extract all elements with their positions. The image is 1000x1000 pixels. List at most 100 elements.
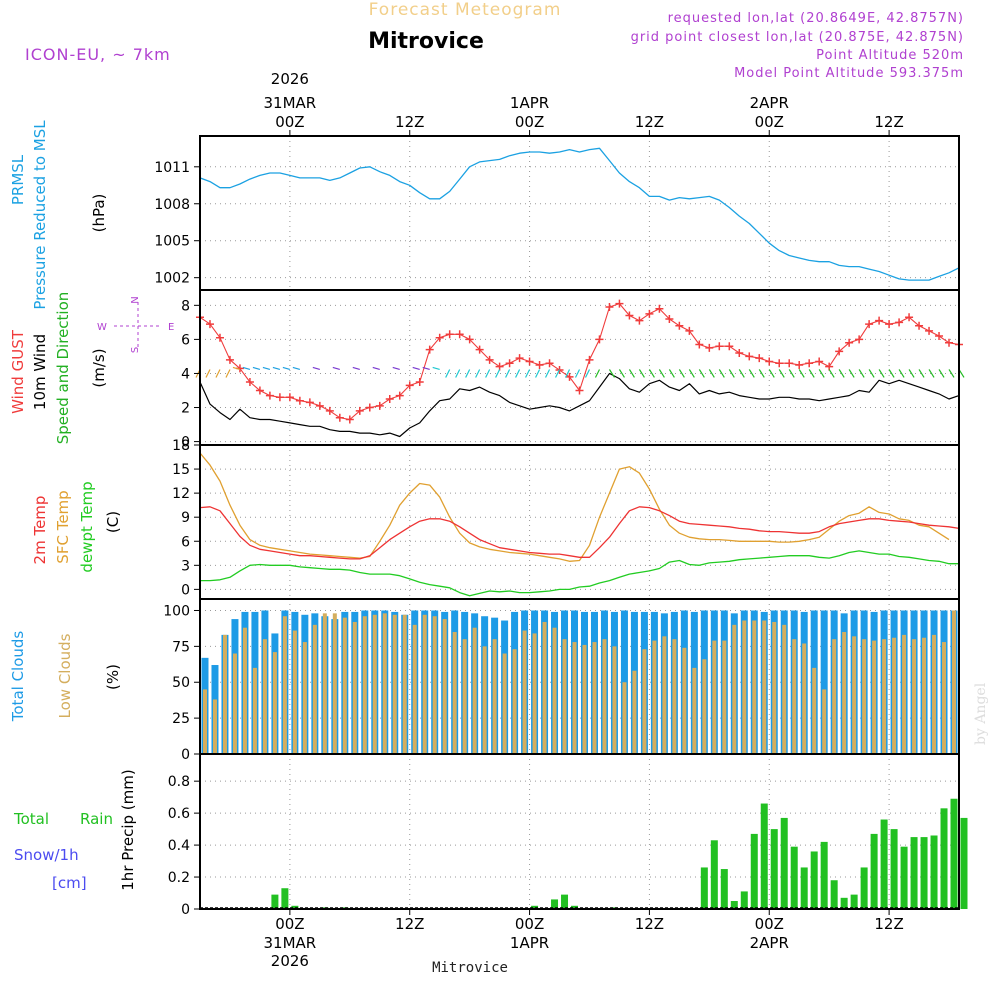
gust-marker bbox=[565, 372, 574, 381]
low-cloud-bar bbox=[922, 637, 927, 754]
compass-west: W bbox=[97, 322, 107, 333]
gust-marker bbox=[715, 342, 724, 351]
wind-direction-arrow bbox=[848, 369, 855, 378]
gust-marker bbox=[305, 398, 314, 407]
gust-marker bbox=[345, 415, 354, 424]
low-cloud-bar bbox=[282, 616, 287, 754]
wind-direction-arrow bbox=[638, 369, 645, 378]
gust-marker bbox=[225, 355, 234, 364]
rain-bar bbox=[571, 905, 579, 909]
temperature-y-tick-label: 3 bbox=[181, 558, 190, 574]
precip-label-total: Total bbox=[13, 810, 49, 828]
gust-marker bbox=[415, 377, 424, 386]
low-cloud-bar bbox=[252, 667, 257, 754]
bottom-hour-label: 00Z bbox=[515, 915, 544, 933]
gust-marker bbox=[895, 318, 904, 327]
pressure-unit: (hPa) bbox=[90, 194, 108, 233]
point-altitude: Point Altitude 520m bbox=[816, 48, 964, 63]
wind-direction-arrow bbox=[678, 369, 685, 378]
compass-south: S bbox=[130, 347, 141, 353]
gust-marker bbox=[385, 395, 394, 404]
gust-marker bbox=[205, 320, 214, 329]
wind-direction-arrow bbox=[372, 366, 380, 371]
wind-direction-arrow bbox=[788, 369, 795, 378]
rain-bar bbox=[730, 901, 738, 909]
gust-marker bbox=[865, 320, 874, 329]
wind-direction-arrow bbox=[412, 366, 420, 371]
temperature-y-tick-label: 12 bbox=[172, 486, 190, 502]
wind-direction-arrow bbox=[272, 366, 281, 371]
gust-marker bbox=[505, 359, 514, 368]
low-cloud-bar bbox=[482, 646, 487, 754]
wind-direction-arrow bbox=[205, 369, 211, 378]
gust-marker bbox=[775, 359, 784, 368]
top-hour-label: 12Z bbox=[874, 113, 903, 131]
low-cloud-bar bbox=[352, 621, 357, 754]
gust-marker bbox=[735, 349, 744, 358]
precipitation-frame bbox=[199, 753, 960, 910]
low-cloud-bar bbox=[242, 627, 247, 754]
low-cloud-bar bbox=[292, 630, 297, 754]
rain-bar bbox=[740, 891, 748, 909]
low-cloud-bar bbox=[782, 624, 787, 754]
low-cloud-bar bbox=[652, 640, 657, 754]
low-cloud-bar bbox=[392, 614, 397, 754]
rain-bar bbox=[860, 867, 868, 909]
rain-bar bbox=[790, 846, 798, 909]
low-cloud-bar bbox=[332, 613, 337, 754]
pressure-label-msl: Pressure Reduced to MSL bbox=[31, 120, 49, 310]
wind-direction-arrow bbox=[545, 369, 551, 378]
gust-marker bbox=[455, 330, 464, 339]
low-cloud-bar bbox=[632, 670, 637, 754]
precipitation-y-tick-label: 0.4 bbox=[168, 838, 190, 854]
gust-marker bbox=[215, 333, 224, 342]
low-cloud-bar bbox=[822, 689, 827, 754]
clouds-y-tick-label: 75 bbox=[172, 639, 190, 655]
low-cloud-bar bbox=[712, 640, 717, 754]
wind-direction-arrow bbox=[828, 369, 835, 378]
top-date-label: 1APR bbox=[510, 94, 549, 112]
temp-label-dewpt: dewpt Temp bbox=[78, 481, 96, 572]
pressure-label-prmsl: PRMSL bbox=[9, 154, 27, 205]
compass-cross bbox=[114, 302, 160, 348]
wind-direction-arrow bbox=[778, 369, 785, 378]
wind-direction-arrow bbox=[878, 369, 885, 378]
rain-bar bbox=[271, 894, 279, 909]
precip-label-rain: Rain bbox=[80, 810, 113, 828]
low-cloud-bar bbox=[842, 632, 847, 754]
low-cloud-bar bbox=[672, 639, 677, 754]
rain-bar bbox=[920, 837, 928, 909]
gust-marker bbox=[255, 386, 264, 395]
grid-point-coordinates: grid point closest lon,lat (20.875E, 42.… bbox=[631, 30, 964, 45]
wind-y-tick-label: 6 bbox=[181, 332, 190, 348]
pressure-line bbox=[199, 147, 960, 281]
temperature-y-tick-label: 0 bbox=[181, 582, 190, 598]
wind-direction-arrow bbox=[688, 369, 695, 378]
temp-label-sfc: SFC Temp bbox=[54, 490, 72, 563]
gust-marker bbox=[925, 326, 934, 335]
gust-marker bbox=[245, 377, 254, 386]
low-cloud-bar bbox=[812, 667, 817, 754]
gust-marker bbox=[625, 311, 634, 320]
top-date-label: 2APR bbox=[750, 94, 789, 112]
low-cloud-bar bbox=[592, 642, 597, 754]
gust-marker bbox=[645, 309, 654, 318]
dewpt-line bbox=[200, 550, 959, 597]
gust-marker bbox=[285, 393, 294, 402]
low-cloud-bar bbox=[422, 614, 427, 754]
chart-title: Forecast Meteogram bbox=[369, 0, 562, 20]
low-cloud-bar bbox=[372, 614, 377, 754]
low-cloud-bar bbox=[582, 644, 587, 754]
gust-marker bbox=[635, 316, 644, 325]
gust-marker bbox=[655, 304, 664, 313]
gust-marker bbox=[475, 345, 484, 354]
wind-direction-arrow bbox=[658, 369, 665, 378]
wind-direction-arrow bbox=[928, 369, 935, 378]
low-cloud-bar bbox=[942, 642, 947, 754]
gust-marker bbox=[885, 320, 894, 329]
top-hour-label: 00Z bbox=[275, 113, 304, 131]
location-title: Mitrovice bbox=[368, 29, 484, 54]
low-cloud-bar bbox=[532, 633, 537, 754]
rain-bar bbox=[890, 829, 898, 909]
